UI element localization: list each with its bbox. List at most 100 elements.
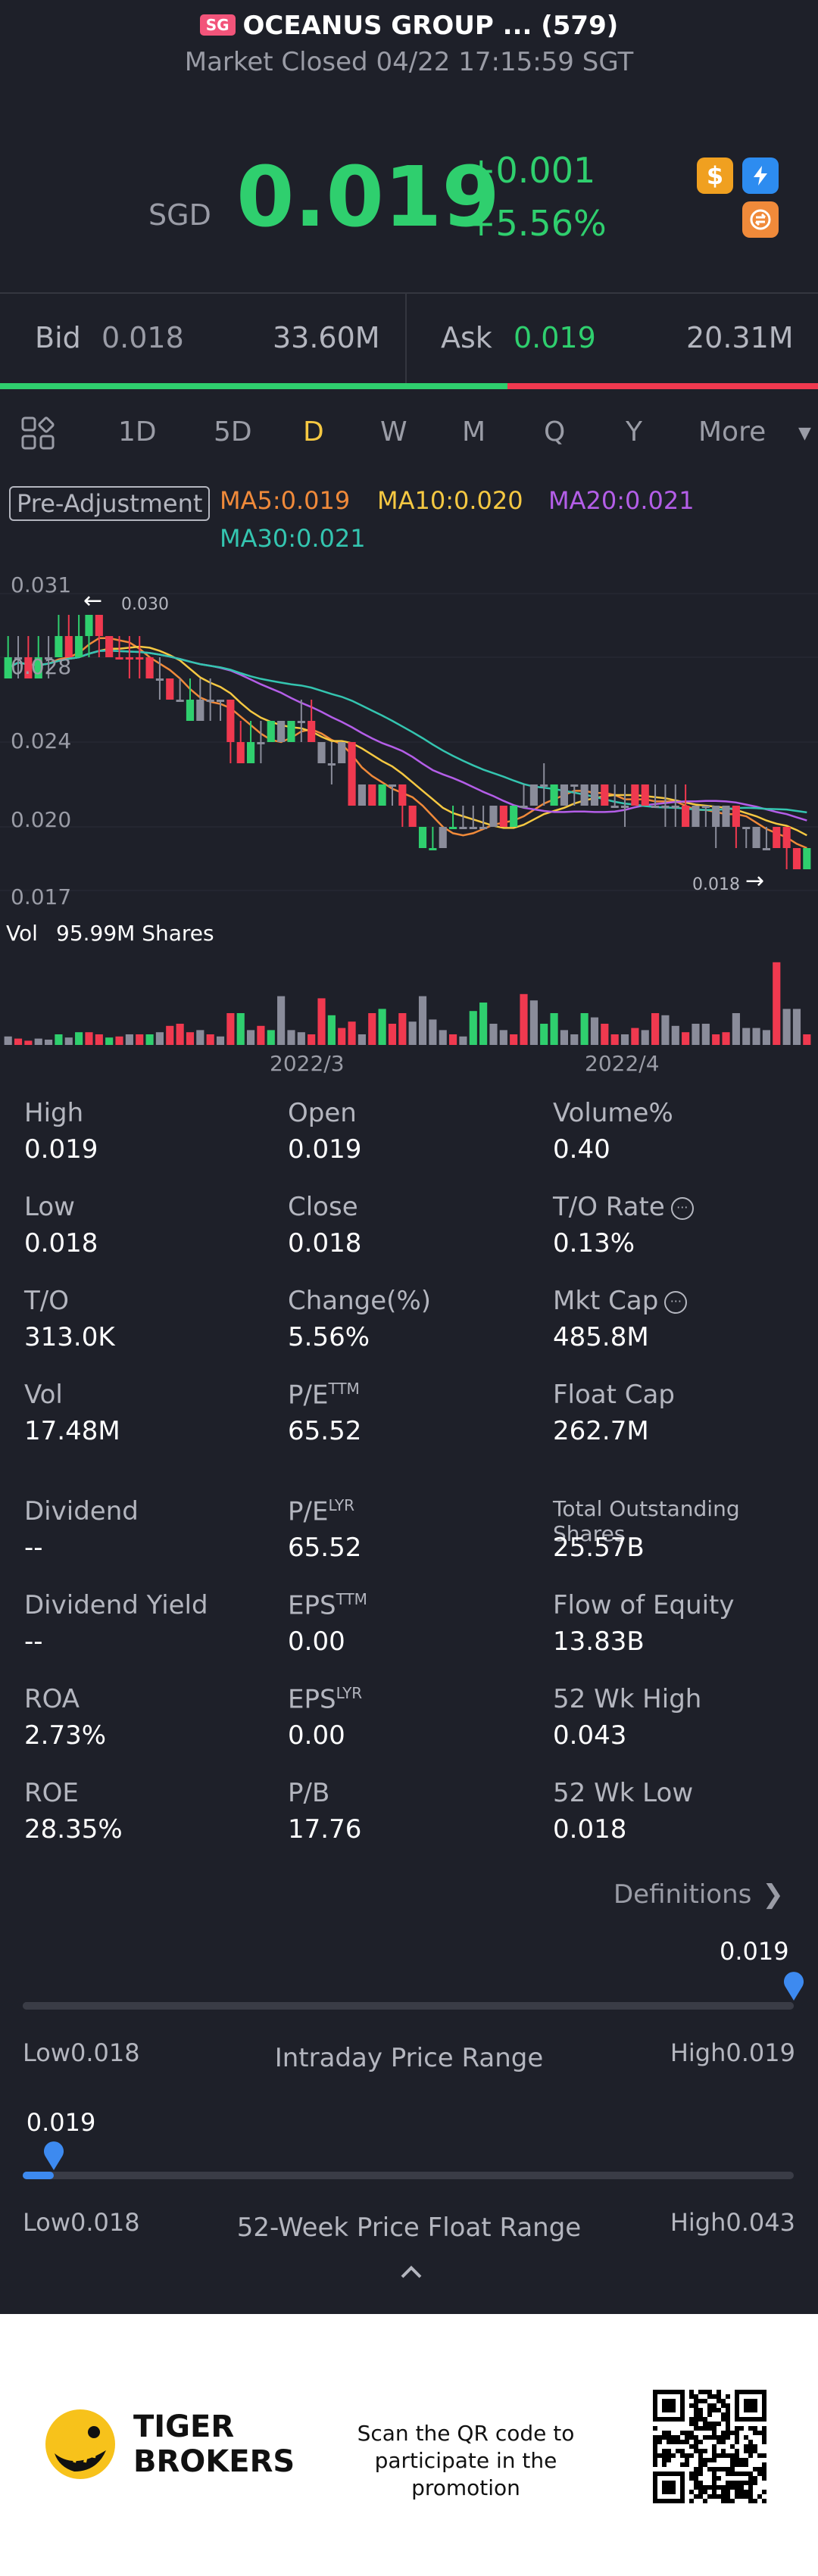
volume-bar [459, 1036, 467, 1045]
intraday-marker-value: 0.019 [720, 1937, 789, 1966]
tab-y[interactable]: Y [626, 416, 642, 448]
stat-label: P/B [288, 1778, 330, 1808]
tab-5d[interactable]: 5D [214, 416, 252, 448]
stat-label: Volume% [553, 1098, 673, 1128]
candle [429, 827, 437, 850]
candle [105, 636, 114, 657]
volume-bar [601, 1024, 609, 1045]
ma5-label: MA5:0.019 [220, 486, 351, 515]
intraday-pin-icon [782, 1972, 805, 2005]
tab-more[interactable]: More [698, 416, 766, 448]
candle [661, 784, 670, 827]
lightning-icon[interactable] [742, 157, 779, 194]
candle [782, 827, 791, 869]
chevron-down-icon[interactable]: ▼ [798, 424, 811, 443]
stat-label: EPSLYR [288, 1684, 363, 1715]
candle [206, 678, 214, 721]
layout-grid-icon[interactable] [20, 415, 56, 454]
volume-bar [489, 1024, 498, 1045]
candle [308, 700, 316, 742]
candle [277, 721, 286, 742]
ask-size: 20.31M [686, 321, 794, 354]
candle [408, 806, 417, 827]
tab-1d[interactable]: 1D [118, 416, 157, 448]
definitions-label[interactable]: Definitions [614, 1879, 752, 1910]
volume-bar [257, 1025, 265, 1045]
volume-bar [469, 1011, 477, 1045]
volume-bar [115, 1036, 123, 1045]
candle [529, 784, 538, 806]
candle [671, 784, 679, 827]
ask-label: Ask [441, 321, 492, 354]
volume-bar [550, 1013, 558, 1045]
volume-bar [782, 1009, 791, 1045]
candle [499, 806, 507, 827]
candle [257, 721, 265, 763]
tab-d[interactable]: D [303, 416, 324, 448]
volume-bar [520, 993, 528, 1045]
y-tick-label: 0.017 [11, 884, 72, 909]
volume-bar [762, 1030, 770, 1045]
stat-value: 313.0K [24, 1322, 115, 1352]
candle [14, 636, 23, 678]
volume-bar [226, 1013, 235, 1045]
volume-bar [105, 1037, 114, 1045]
promo-line2: participate in the promotion [374, 2448, 557, 2500]
dollar-icon[interactable]: $ [697, 157, 733, 194]
adjustment-toggle[interactable]: Pre-Adjustment [9, 486, 211, 521]
candle [762, 827, 770, 850]
volume-bar [510, 1034, 518, 1045]
y-tick-label: 0.031 [11, 572, 72, 597]
candle [4, 636, 12, 678]
candle [24, 636, 33, 678]
stat-label-sup: LYR [328, 1496, 355, 1514]
stat-label: Mkt Cap ··· [553, 1286, 688, 1316]
candle [651, 784, 660, 808]
volume-bar [631, 1028, 639, 1045]
intraday-title: Intraday Price Range [274, 2043, 544, 2073]
tab-m[interactable]: M [462, 416, 486, 448]
candle [792, 848, 801, 869]
chevron-up-icon[interactable] [400, 2264, 423, 2282]
candle [682, 784, 690, 827]
volume-bar [4, 1036, 12, 1045]
candle [479, 806, 488, 829]
candle [34, 636, 42, 678]
info-icon[interactable]: ··· [670, 1196, 694, 1220]
stat-label: Float Cap [553, 1380, 675, 1410]
volume-bar [732, 1013, 740, 1045]
tab-q[interactable]: Q [544, 416, 566, 448]
stock-title: SG OCEANUS GROUP ... (579) [0, 11, 818, 41]
candle [469, 806, 477, 829]
volume-bar [429, 1019, 437, 1045]
stat-value: 65.52 [288, 1416, 362, 1446]
definitions-link[interactable]: Definitions ❯ [614, 1879, 784, 1910]
x-tick-label: 2022/3 [270, 1051, 345, 1076]
info-icon[interactable]: ··· [664, 1290, 688, 1314]
price-change-pct: +5.56% [467, 203, 607, 244]
volume-bar [176, 1024, 184, 1045]
qr-code-icon [653, 2390, 766, 2503]
volume-bar [186, 1032, 195, 1045]
volume-bar [378, 1009, 386, 1045]
arrow-right-icon: → [745, 868, 765, 894]
week52-low: Low0.018 [23, 2208, 140, 2237]
candlestick-chart[interactable] [0, 560, 818, 1060]
stat-value: 0.00 [288, 1720, 345, 1751]
candle [186, 678, 195, 721]
volume-bar [742, 1028, 751, 1045]
stock-name: OCEANUS GROUP ... (579) [242, 11, 619, 41]
brand-name-line2: BROKERS [133, 2444, 295, 2479]
market-badge: SG [199, 14, 236, 36]
candle [439, 827, 447, 848]
swap-icon[interactable] [742, 201, 779, 238]
candle [267, 721, 275, 742]
candle [338, 742, 346, 763]
candle [297, 700, 305, 742]
stat-label: Flow of Equity [553, 1590, 735, 1620]
stat-value: 2.73% [24, 1720, 107, 1751]
candle [125, 636, 133, 678]
tab-w[interactable]: W [380, 416, 407, 448]
ma10-line [8, 645, 807, 837]
volume-bar [308, 1034, 316, 1045]
